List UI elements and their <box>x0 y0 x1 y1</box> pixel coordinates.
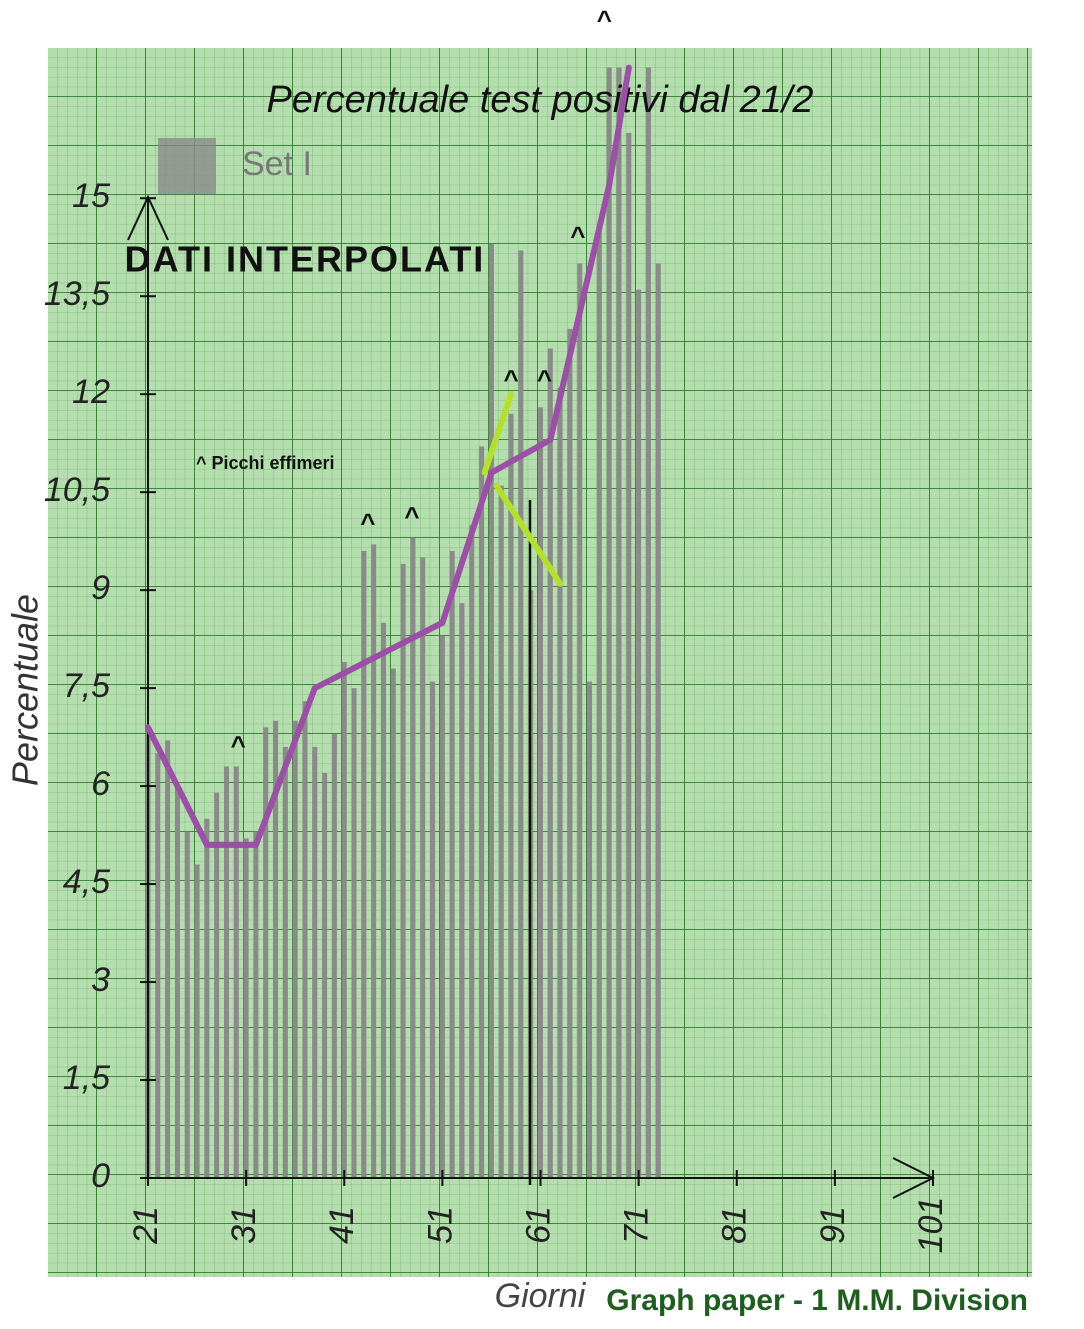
annotation: ^ <box>597 5 612 35</box>
note: ^ Picchi effimeri <box>196 453 335 473</box>
x-tick-label: 51 <box>421 1206 459 1244</box>
bar <box>557 387 563 1178</box>
bar <box>351 688 357 1178</box>
bar <box>390 668 396 1178</box>
trend-line <box>493 482 564 587</box>
x-tick-label: 31 <box>225 1206 263 1244</box>
annotation: ^ <box>231 730 246 760</box>
bar <box>439 635 445 1178</box>
annotation: ^ <box>570 220 585 250</box>
y-tick-label: 1,5 <box>63 1059 110 1097</box>
annotation: ^ <box>537 364 552 394</box>
bar <box>488 243 494 1179</box>
y-tick-label: 0 <box>91 1157 110 1195</box>
legend-label: Set I <box>242 145 312 183</box>
bar <box>155 753 161 1178</box>
bar <box>400 564 406 1178</box>
y-tick-label: 13,5 <box>44 275 110 313</box>
y-axis-label: Percentuale <box>5 594 46 786</box>
bar <box>596 230 602 1179</box>
bar <box>194 864 200 1178</box>
bar <box>645 67 651 1179</box>
x-tick-label: 61 <box>519 1206 557 1244</box>
bar <box>282 746 288 1178</box>
bar <box>273 720 279 1178</box>
x-tick-label: 21 <box>127 1206 165 1245</box>
bar <box>341 661 347 1178</box>
legend-swatch <box>158 138 216 194</box>
bar <box>292 720 298 1178</box>
chart-title: Percentuale test positivi dal 21/2 <box>266 79 813 121</box>
bar <box>606 67 612 1179</box>
x-tick-label: 91 <box>814 1206 852 1244</box>
y-tick-label: 3 <box>91 961 110 999</box>
bar <box>655 263 661 1178</box>
x-tick-label: 71 <box>618 1206 656 1244</box>
bar <box>430 681 436 1178</box>
bar <box>204 818 210 1178</box>
y-tick-label: 7,5 <box>63 667 110 705</box>
bar <box>371 544 377 1178</box>
bar <box>165 740 171 1178</box>
bar <box>361 550 367 1178</box>
bar <box>498 485 504 1178</box>
bar <box>381 622 386 1178</box>
y-tick-label: 9 <box>91 569 110 607</box>
bar <box>174 786 180 1178</box>
bar <box>538 407 543 1179</box>
bar <box>518 250 524 1179</box>
y-tick-label: 15 <box>72 177 110 215</box>
y-tick-label: 12 <box>72 373 110 411</box>
bar <box>322 773 328 1178</box>
axis-arrow <box>127 194 169 241</box>
bar <box>253 831 259 1178</box>
y-tick-label: 6 <box>91 765 110 803</box>
bar <box>243 838 249 1178</box>
bar <box>263 727 269 1178</box>
bar <box>616 67 622 1179</box>
bar <box>547 348 553 1179</box>
bar <box>233 766 239 1178</box>
bar <box>449 550 455 1178</box>
bar <box>312 746 318 1178</box>
annotation: ^ <box>404 501 419 531</box>
x-tick-label: 101 <box>912 1197 950 1254</box>
bar <box>302 701 308 1178</box>
bar <box>636 289 642 1179</box>
bar <box>224 766 229 1178</box>
bar <box>331 733 337 1178</box>
marks <box>145 67 661 1179</box>
bar <box>587 681 593 1178</box>
bar <box>577 263 583 1178</box>
bar <box>567 328 573 1178</box>
bar <box>479 446 485 1178</box>
bar <box>214 792 220 1178</box>
bar <box>469 524 475 1178</box>
bar <box>410 537 416 1178</box>
y-tick-label: 4,5 <box>63 863 110 901</box>
y-tick-label: 10,5 <box>44 471 110 509</box>
bar <box>459 603 465 1178</box>
bar <box>420 557 426 1178</box>
trend-line <box>481 391 515 476</box>
x-tick-label: 41 <box>323 1206 361 1244</box>
annotation: ^ <box>503 364 518 394</box>
bar <box>508 413 514 1178</box>
annotation: ^ <box>360 508 375 538</box>
x-axis-label: Giorni <box>495 1277 587 1315</box>
footer: Graph paper - 1 M.M. Division <box>606 1284 1028 1317</box>
bar <box>184 831 190 1178</box>
bar <box>626 132 632 1178</box>
x-tick-label: 81 <box>716 1206 754 1244</box>
heading: DATI INTERPOLATI <box>125 239 486 280</box>
trend-line <box>145 64 632 848</box>
